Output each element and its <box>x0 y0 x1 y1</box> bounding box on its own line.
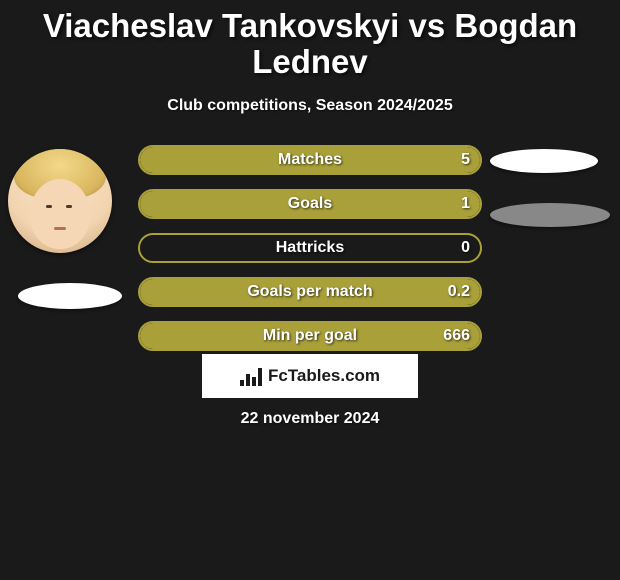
player-right-name-pill-bottom <box>490 203 610 227</box>
fctables-logo-link[interactable]: FcTables.com <box>202 354 418 398</box>
page-title: Viacheslav Tankovskyi vs Bogdan Lednev <box>0 0 620 81</box>
stat-bar-fill <box>140 191 480 217</box>
stats-panel: Matches5 Goals1 Hattricks0 Goals per match0… <box>138 145 482 365</box>
bar-chart-icon <box>240 366 262 386</box>
stat-bar: Goals per match0.2 <box>138 277 482 307</box>
subtitle: Club competitions, Season 2024/2025 <box>0 97 620 115</box>
player-left-name-pill <box>18 283 122 309</box>
stat-bar-fill <box>140 147 480 173</box>
player-left-avatar <box>8 149 112 253</box>
stat-bar: Min per goal666 <box>138 321 482 351</box>
logo-text: FcTables.com <box>268 366 380 386</box>
stat-value: 0 <box>461 235 470 261</box>
player-right-name-pill-top <box>490 149 598 173</box>
stat-bar-fill <box>140 323 480 349</box>
stat-bar: Hattricks0 <box>138 233 482 263</box>
stat-label: Hattricks <box>140 235 480 261</box>
stat-bar: Goals1 <box>138 189 482 219</box>
stat-bar: Matches5 <box>138 145 482 175</box>
comparison-infographic: Viacheslav Tankovskyi vs Bogdan Lednev C… <box>0 0 620 580</box>
date-label: 22 november 2024 <box>0 410 620 428</box>
stat-bar-fill <box>140 279 480 305</box>
